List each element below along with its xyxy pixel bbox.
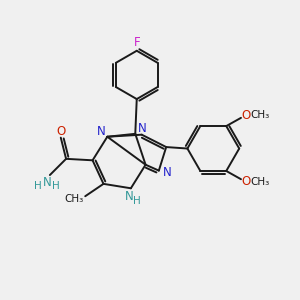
Text: H: H — [134, 196, 141, 206]
Text: N: N — [138, 122, 147, 135]
Text: F: F — [134, 36, 140, 49]
Text: N: N — [43, 176, 51, 189]
Text: CH₃: CH₃ — [250, 177, 270, 187]
Text: O: O — [242, 109, 251, 122]
Text: N: N — [97, 125, 105, 138]
Text: CH₃: CH₃ — [250, 110, 270, 121]
Text: CH₃: CH₃ — [64, 194, 84, 204]
Text: N: N — [125, 190, 134, 203]
Text: N: N — [163, 166, 172, 178]
Text: H: H — [34, 181, 42, 191]
Text: O: O — [57, 125, 66, 138]
Text: H: H — [52, 181, 60, 191]
Text: O: O — [242, 175, 251, 188]
